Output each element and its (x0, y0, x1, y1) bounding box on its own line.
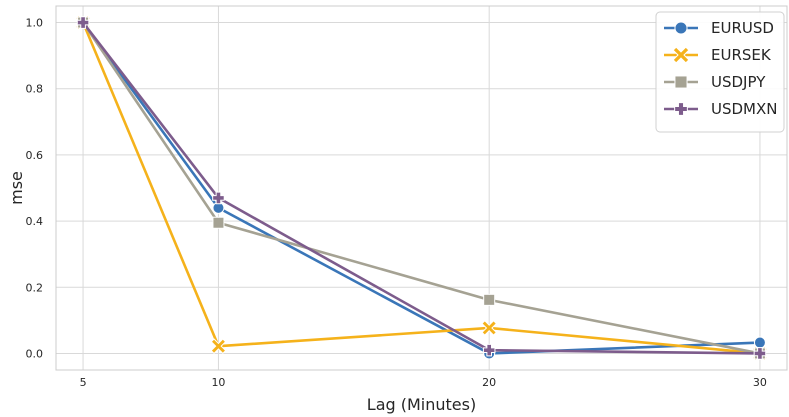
y-tick-label: 0.6 (26, 149, 44, 162)
legend: EURUSD EURSEK USDJPY USDMXN (655, 11, 785, 133)
series-usdmxn (76, 16, 767, 360)
x-axis-ticks: 5 10 20 30 (80, 376, 767, 389)
y-axis-ticks: 0.0 0.2 0.4 0.6 0.8 1.0 (26, 17, 44, 361)
point-eursek (210, 338, 227, 355)
series-line-usdmxn (82, 21, 760, 355)
legend-label-eurusd: EURUSD (711, 19, 774, 37)
plot-frame (55, 5, 788, 371)
y-tick-label: 0.4 (26, 215, 44, 228)
legend-label-usdmxn: USDMXN (711, 100, 778, 118)
x-tick-label: 10 (211, 376, 225, 389)
y-tick-label: 0.8 (26, 83, 44, 96)
series-line-usdjpy (81, 21, 761, 355)
point-usdmxn (482, 343, 496, 357)
legend-box (655, 11, 785, 133)
legend-label-eursek: EURSEK (711, 46, 772, 64)
x-axis-title: Lag (Minutes) (367, 395, 476, 414)
legend-label-usdjpy: USDJPY (711, 73, 766, 91)
point-usdmxn (76, 16, 90, 29)
point-usdmxn (753, 347, 767, 360)
series-group (75, 14, 768, 362)
legend-marker-eursek (672, 46, 690, 64)
legend-marker-eurusd (674, 21, 688, 35)
series-line-eurusd (82, 21, 760, 355)
y-tick-label: 0.2 (26, 281, 44, 294)
point-usdmxn (212, 191, 225, 205)
x-tick-label: 20 (482, 376, 496, 389)
y-axis-title: mse (7, 171, 26, 205)
point-eursek (481, 320, 498, 336)
x-tick-label: 30 (753, 376, 767, 389)
point-usdjpy (483, 293, 496, 306)
legend-marker-usdjpy (674, 75, 688, 89)
x-tick-label: 5 (80, 376, 87, 389)
y-tick-label: 0.0 (26, 347, 44, 360)
point-usdjpy (212, 216, 225, 229)
y-tick-label: 1.0 (26, 17, 44, 30)
legend-marker-usdmxn (674, 102, 688, 116)
series-line-eursek (81, 22, 761, 355)
